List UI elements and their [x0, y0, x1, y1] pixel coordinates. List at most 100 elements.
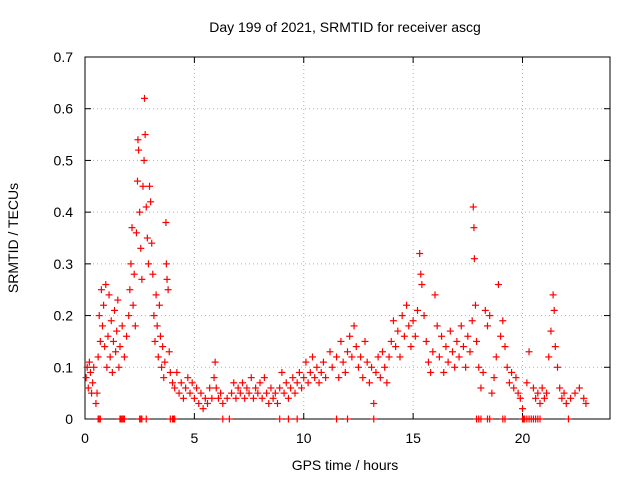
- data-point: [99, 322, 106, 330]
- chart-title: Day 199 of 2021, SRMTID for receiver asc…: [209, 19, 481, 35]
- data-point: [127, 260, 135, 268]
- data-point: [501, 343, 509, 351]
- data-point: [146, 182, 154, 190]
- data-point: [449, 348, 456, 356]
- data-point: [446, 327, 454, 335]
- y-tick-label: 0.3: [54, 256, 74, 272]
- data-point: [383, 379, 391, 387]
- data-point: [477, 384, 485, 392]
- data-point: [177, 379, 185, 387]
- data-point: [457, 322, 465, 330]
- data-point: [575, 384, 583, 392]
- data-point: [182, 384, 190, 392]
- data-point: [95, 312, 103, 320]
- data-point: [271, 389, 279, 397]
- data-point: [558, 394, 566, 402]
- data-point: [141, 94, 148, 102]
- data-point: [501, 415, 509, 423]
- data-point: [159, 343, 167, 351]
- data-point: [115, 363, 123, 371]
- data-point: [190, 394, 198, 402]
- data-point: [455, 353, 463, 361]
- y-tick-label: 0.1: [54, 359, 74, 375]
- data-point: [486, 312, 494, 320]
- data-point: [385, 353, 393, 361]
- data-point: [346, 332, 354, 340]
- data-point: [195, 399, 203, 407]
- data-point: [420, 312, 428, 320]
- data-point: [162, 260, 170, 268]
- data-point: [545, 353, 553, 361]
- data-point: [469, 203, 477, 211]
- data-point: [138, 275, 146, 283]
- data-point: [100, 301, 108, 309]
- data-point: [459, 343, 467, 351]
- data-point: [372, 368, 380, 376]
- data-point: [466, 348, 474, 356]
- data-point: [311, 374, 319, 382]
- data-point: [580, 394, 588, 402]
- data-point: [155, 301, 163, 309]
- data-point: [142, 203, 150, 211]
- data-point: [114, 296, 122, 304]
- data-point: [93, 389, 101, 397]
- data-point: [274, 399, 281, 407]
- data-point: [163, 275, 171, 283]
- data-point: [154, 353, 162, 361]
- data-point: [414, 306, 421, 314]
- data-point: [269, 394, 277, 402]
- data-point: [551, 343, 559, 351]
- data-point: [381, 363, 389, 371]
- data-point: [112, 348, 120, 356]
- data-point: [90, 363, 98, 371]
- data-point: [160, 374, 168, 382]
- data-point: [179, 394, 187, 402]
- data-point: [107, 317, 115, 325]
- data-point: [313, 363, 321, 371]
- x-tick-label: 0: [81, 430, 89, 446]
- data-point: [214, 394, 222, 402]
- data-point: [204, 399, 211, 407]
- data-point: [508, 368, 516, 376]
- data-point: [152, 291, 160, 299]
- data-point: [130, 270, 138, 278]
- data-point: [416, 250, 424, 258]
- data-point: [538, 384, 546, 392]
- data-point: [376, 374, 384, 382]
- data-point: [302, 358, 310, 366]
- data-point: [374, 353, 382, 361]
- data-point: [141, 131, 149, 139]
- data-point: [326, 348, 334, 356]
- data-point: [134, 136, 142, 144]
- data-point: [241, 394, 249, 402]
- data-point: [175, 389, 183, 397]
- data-point: [101, 343, 109, 351]
- data-point: [249, 394, 257, 402]
- data-point: [228, 389, 236, 397]
- data-point: [82, 374, 90, 382]
- data-point: [147, 198, 155, 206]
- data-point: [392, 343, 400, 351]
- data-point: [470, 255, 478, 263]
- data-point: [142, 415, 150, 423]
- x-tick-label: 20: [515, 430, 531, 446]
- data-point: [556, 384, 564, 392]
- data-point: [140, 156, 148, 164]
- data-point: [206, 384, 214, 392]
- data-point: [499, 317, 507, 325]
- data-point: [171, 384, 179, 392]
- data-point: [298, 384, 306, 392]
- data-point: [118, 322, 126, 330]
- data-point: [287, 384, 295, 392]
- data-point: [239, 379, 246, 387]
- data-point: [256, 379, 264, 387]
- data-point: [409, 317, 417, 325]
- data-point: [554, 363, 561, 371]
- data-point: [363, 358, 371, 366]
- data-point: [278, 368, 286, 376]
- data-point: [475, 363, 483, 371]
- data-point: [422, 337, 430, 345]
- data-point: [210, 374, 218, 382]
- axis-ticks: [84, 56, 610, 420]
- data-point: [411, 332, 419, 340]
